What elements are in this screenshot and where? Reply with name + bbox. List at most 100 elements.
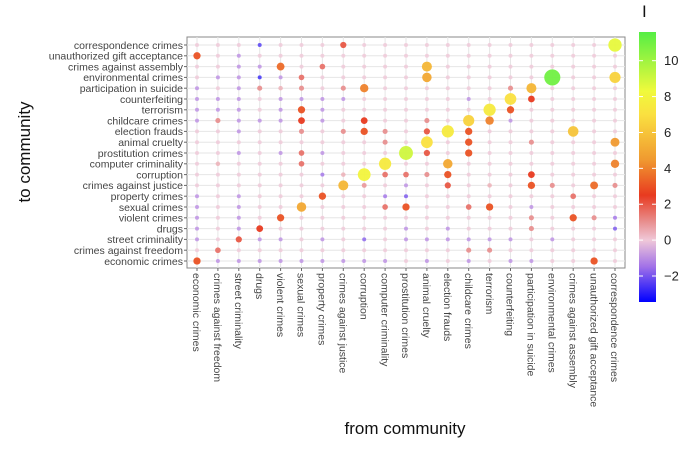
data-point (529, 237, 534, 242)
data-point (571, 107, 576, 112)
data-point (299, 237, 304, 242)
data-point (383, 151, 388, 155)
data-point (278, 151, 283, 155)
data-point (299, 97, 304, 101)
data-point (527, 181, 536, 190)
data-point (592, 107, 597, 112)
data-point (508, 194, 513, 199)
data-point (215, 53, 220, 58)
data-point (613, 172, 617, 177)
data-point (590, 257, 598, 265)
data-point (195, 118, 199, 123)
y-tick-label: corruption (136, 169, 183, 181)
data-point (236, 161, 241, 166)
data-point (466, 53, 471, 58)
data-point (466, 86, 471, 91)
data-point (299, 140, 304, 145)
legend-title: I (642, 2, 647, 21)
data-point (362, 161, 367, 166)
data-point (278, 183, 283, 188)
data-point (508, 151, 513, 155)
data-point (236, 107, 241, 112)
data-point (236, 64, 241, 69)
data-point (424, 183, 429, 188)
data-point (613, 151, 617, 155)
data-point (465, 138, 473, 146)
data-point (320, 43, 325, 47)
data-point (550, 97, 555, 101)
data-point (508, 43, 513, 47)
data-point (550, 64, 555, 69)
data-point (341, 259, 346, 263)
data-point (466, 75, 471, 80)
data-point (404, 53, 408, 58)
data-point (466, 194, 471, 199)
data-point (236, 248, 241, 253)
data-point (320, 140, 325, 145)
data-point (423, 128, 430, 135)
data-point (404, 86, 408, 91)
data-point (320, 205, 325, 209)
data-point (215, 183, 220, 188)
data-point (529, 151, 534, 155)
data-point (613, 237, 617, 242)
data-point (257, 151, 262, 155)
data-point (549, 182, 555, 188)
y-tick-label: computer criminality (90, 159, 184, 171)
data-point (529, 43, 534, 47)
data-point (383, 118, 388, 123)
data-point (550, 53, 555, 58)
data-point (402, 203, 410, 211)
data-point (298, 160, 305, 167)
data-point (529, 75, 534, 80)
data-point (591, 215, 597, 221)
data-point (383, 97, 388, 101)
data-point (424, 97, 429, 101)
data-point (257, 172, 262, 177)
data-point (320, 97, 325, 101)
data-point (195, 161, 199, 166)
data-point (487, 194, 492, 199)
data-point (362, 259, 367, 263)
x-tick-label: economic crimes (190, 273, 202, 352)
data-point (508, 226, 513, 231)
data-point (362, 215, 367, 220)
data-point (487, 64, 492, 69)
data-point (236, 151, 241, 155)
x-tick-label: crimes against freedom (211, 273, 223, 382)
data-point (424, 86, 429, 91)
data-point (236, 183, 241, 188)
data-point (466, 183, 471, 188)
data-point (257, 194, 262, 199)
data-point (529, 259, 534, 263)
data-point (487, 172, 492, 177)
data-point (528, 95, 535, 103)
data-point (529, 161, 534, 166)
data-point (299, 43, 304, 47)
data-point (236, 205, 241, 209)
data-point (278, 248, 283, 253)
colorbar (639, 32, 656, 302)
data-point (528, 139, 534, 145)
data-point (571, 205, 576, 209)
data-point (320, 53, 325, 58)
data-point (257, 237, 262, 242)
data-point (445, 107, 450, 112)
data-point (487, 237, 492, 242)
data-point (215, 118, 221, 124)
data-point (195, 194, 199, 199)
data-point (195, 226, 199, 231)
data-point (487, 247, 493, 253)
data-point (424, 172, 430, 178)
data-point (483, 103, 496, 116)
data-point (466, 259, 471, 263)
data-point (299, 259, 304, 263)
data-point (298, 85, 305, 91)
data-point (236, 194, 241, 199)
data-point (445, 64, 450, 69)
y-tick-label: drugs (157, 223, 183, 235)
data-point (195, 64, 199, 69)
data-point (341, 172, 346, 177)
data-point (236, 172, 241, 177)
